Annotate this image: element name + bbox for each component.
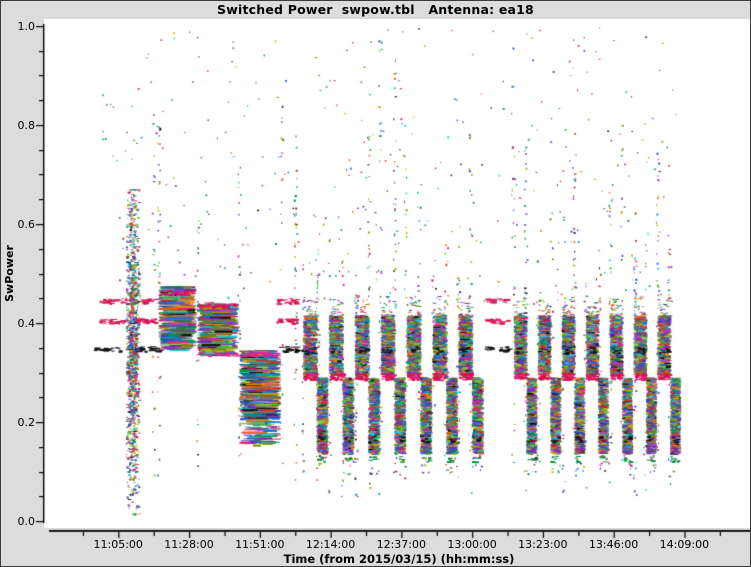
- x-tick-label: 14:09:00: [659, 538, 710, 551]
- x-tick-label: 13:46:00: [588, 538, 639, 551]
- y-tick-label: 0.8: [17, 119, 36, 132]
- y-tick-label: 1.0: [17, 20, 36, 33]
- y-tick-label: 0.6: [17, 218, 36, 231]
- x-tick-label: 11:28:00: [164, 538, 214, 551]
- x-tick-label: 12:37:00: [376, 538, 426, 551]
- y-tick-label: 0.4: [17, 317, 36, 330]
- y-tick-label: 0.2: [17, 416, 36, 429]
- x-tick-label: 11:51:00: [235, 538, 285, 551]
- y-tick-label: 0.0: [17, 515, 36, 528]
- x-tick-label: 13:00:00: [447, 538, 497, 551]
- x-tick-label: 11:05:00: [93, 538, 143, 551]
- x-tick-label: 12:14:00: [305, 538, 356, 551]
- x-axis-title: Time (from 2015/03/15) (hh:mm:ss): [283, 552, 515, 566]
- x-tick-label: 13:23:00: [518, 538, 568, 551]
